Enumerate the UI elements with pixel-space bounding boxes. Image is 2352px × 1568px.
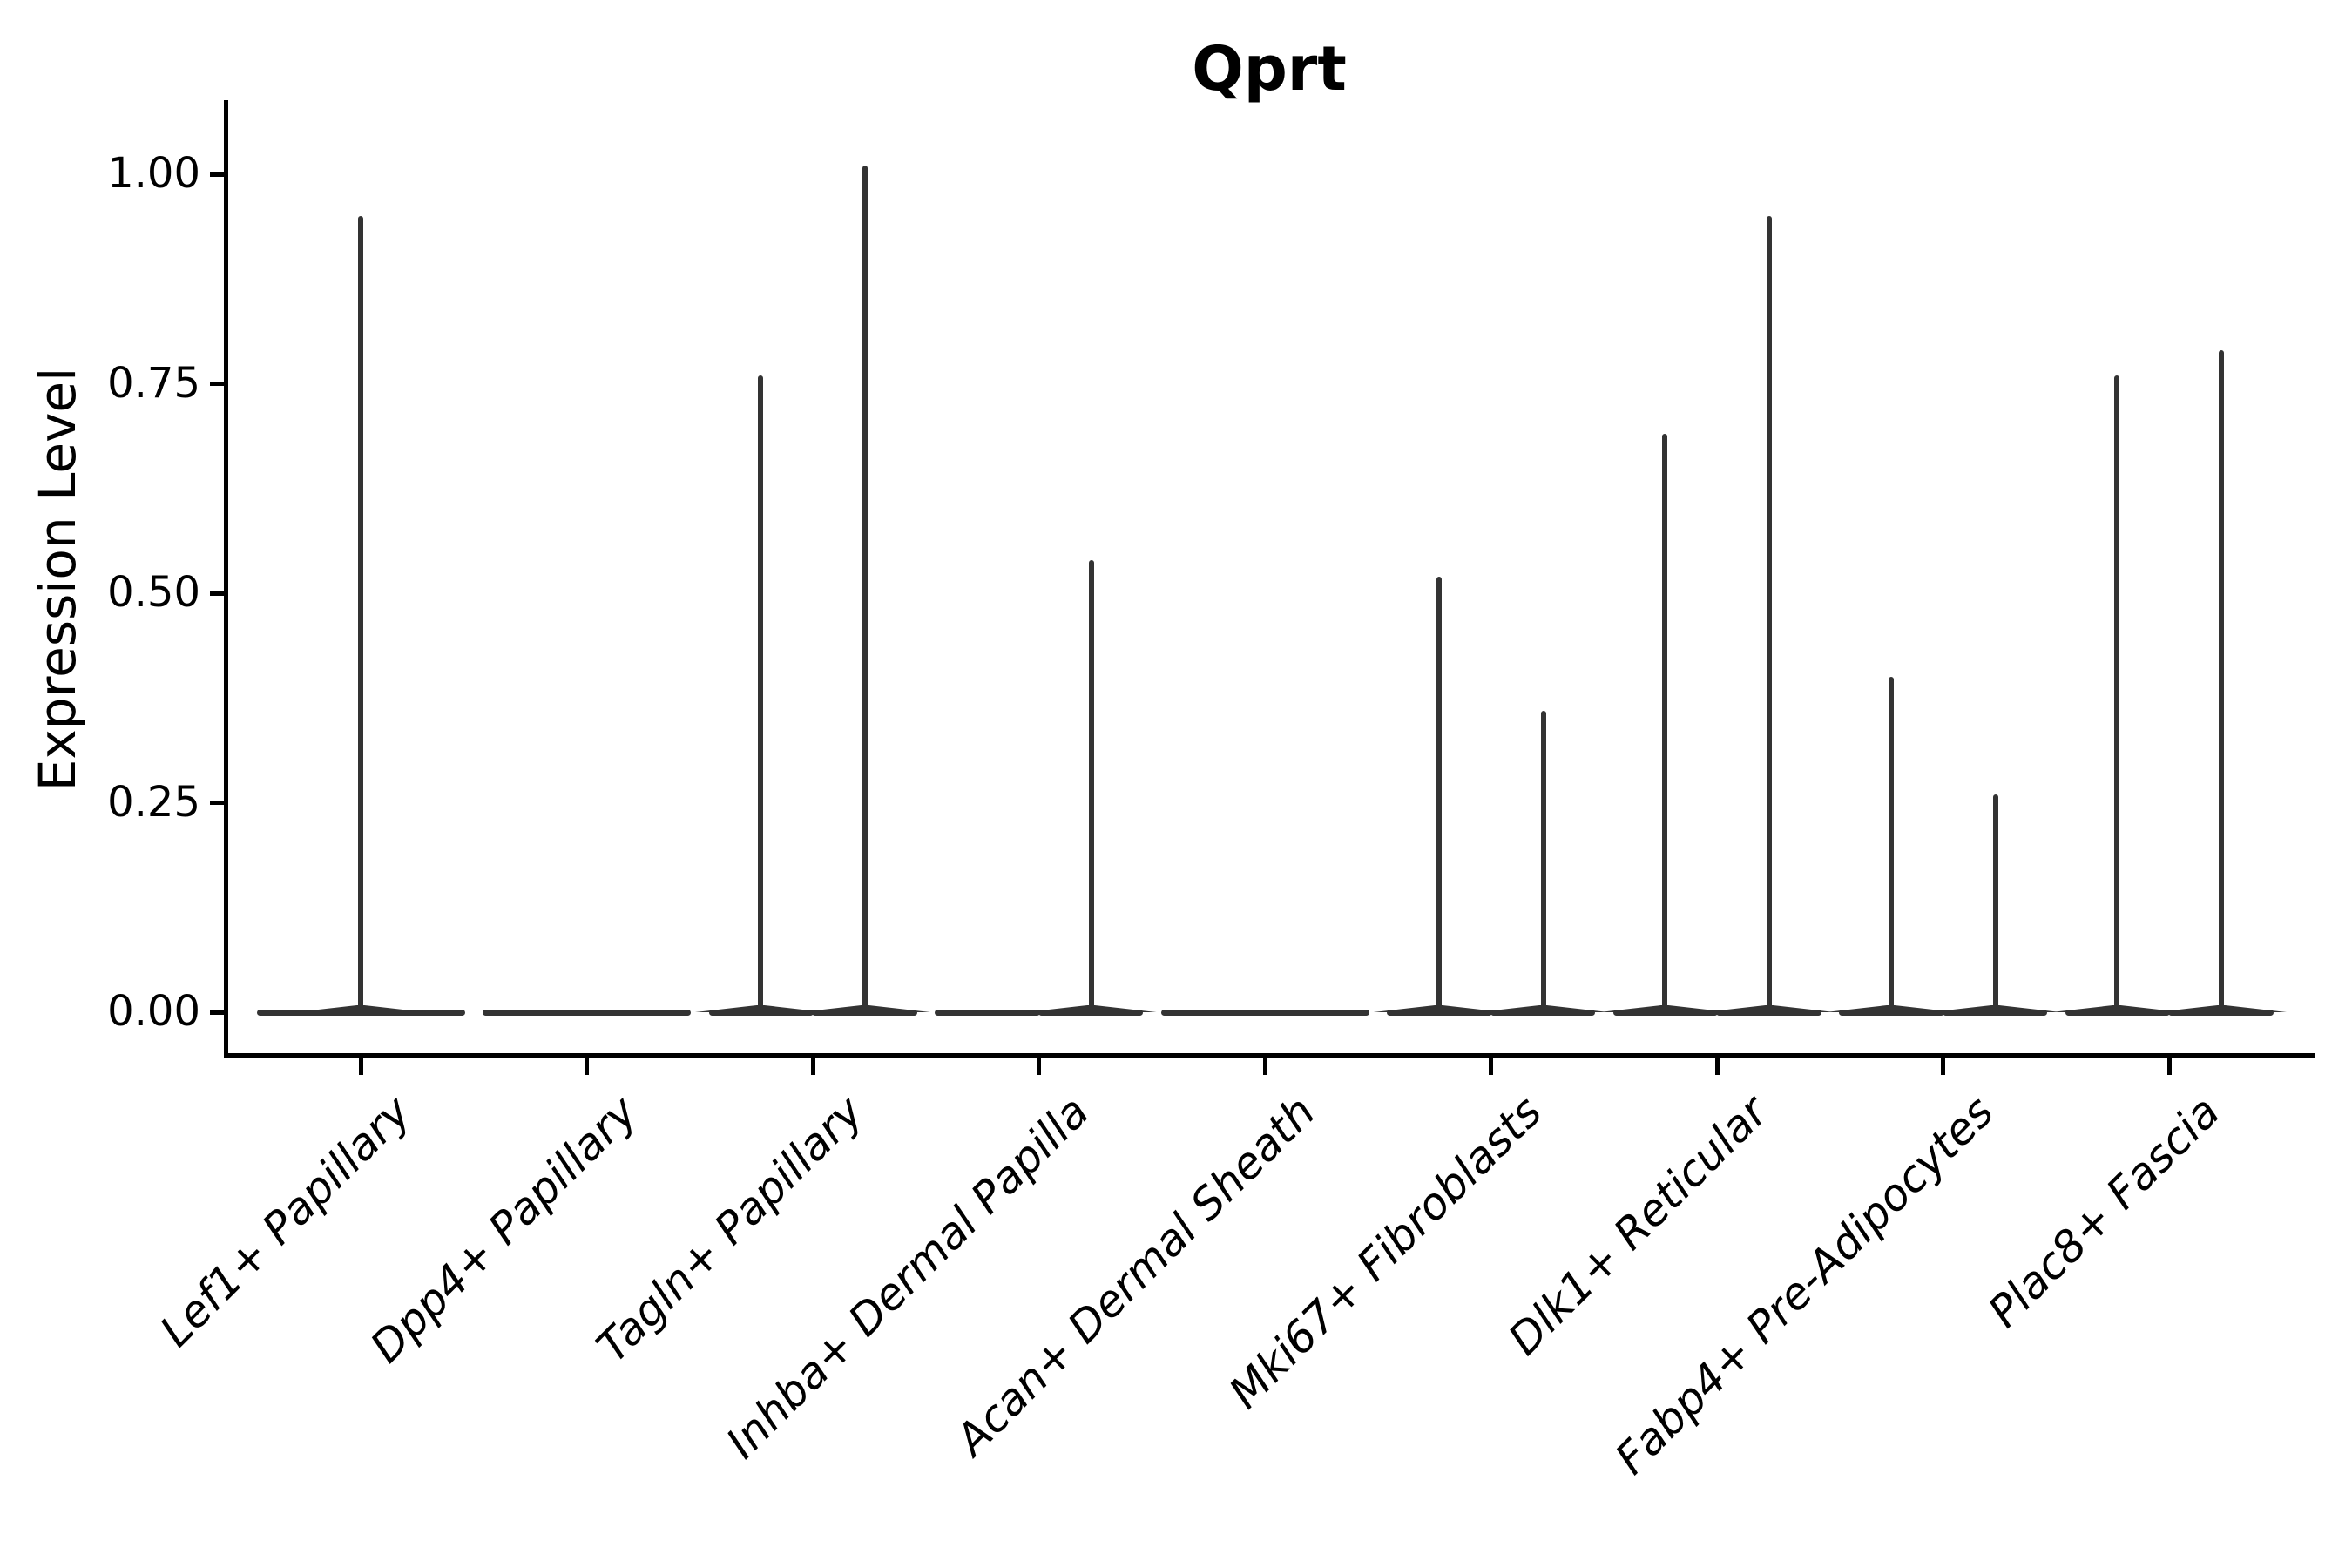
y-tick bbox=[209, 172, 224, 177]
x-tick bbox=[810, 1052, 815, 1075]
y-tick bbox=[209, 801, 224, 805]
y-tick-label: 0.50 bbox=[107, 567, 200, 617]
violin-band bbox=[935, 1009, 1040, 1016]
y-tick-label: 0.75 bbox=[107, 358, 200, 408]
violin-needle bbox=[1992, 794, 1998, 1014]
violin-needle bbox=[358, 216, 363, 1014]
violin-needle bbox=[1767, 216, 1772, 1014]
x-tick bbox=[1262, 1052, 1267, 1075]
x-tick-label: Acan+ Dermal Sheath bbox=[946, 1086, 1326, 1465]
violin-band bbox=[1160, 1009, 1369, 1016]
x-axis bbox=[223, 1052, 2315, 1058]
violin-needle bbox=[1888, 677, 1894, 1014]
y-axis bbox=[223, 100, 228, 1058]
x-tick-label: Inhba+ Dermal Papilla bbox=[717, 1086, 1099, 1469]
x-tick bbox=[1037, 1052, 1041, 1075]
x-tick bbox=[1714, 1052, 1720, 1075]
violin-needle bbox=[1540, 710, 1546, 1014]
y-tick bbox=[209, 382, 224, 386]
y-tick-label: 0.25 bbox=[107, 777, 200, 827]
y-tick-label: 0.00 bbox=[107, 986, 200, 1036]
violin-needle bbox=[1436, 576, 1442, 1014]
x-tick bbox=[2166, 1052, 2172, 1075]
x-tick bbox=[1489, 1052, 1493, 1075]
violin-band bbox=[483, 1009, 691, 1016]
violin-needle bbox=[2114, 375, 2119, 1014]
violin-needle bbox=[862, 166, 868, 1014]
violin-needle bbox=[758, 375, 763, 1014]
y-tick bbox=[209, 591, 224, 596]
x-tick bbox=[1941, 1052, 1945, 1075]
chart-title: Qprt bbox=[1192, 33, 1347, 105]
violin-needle bbox=[1662, 434, 1667, 1014]
x-tick bbox=[585, 1052, 589, 1075]
x-tick-label: Plac8+ Fascia bbox=[1978, 1086, 2230, 1337]
x-tick-label: Fabp4+ Pre-Adipocytes bbox=[1605, 1086, 2004, 1484]
x-tick bbox=[358, 1052, 363, 1075]
y-tick bbox=[209, 1010, 224, 1015]
y-tick-label: 1.00 bbox=[107, 148, 200, 198]
violin-needle bbox=[2219, 350, 2224, 1014]
violin-needle bbox=[1088, 559, 1094, 1014]
